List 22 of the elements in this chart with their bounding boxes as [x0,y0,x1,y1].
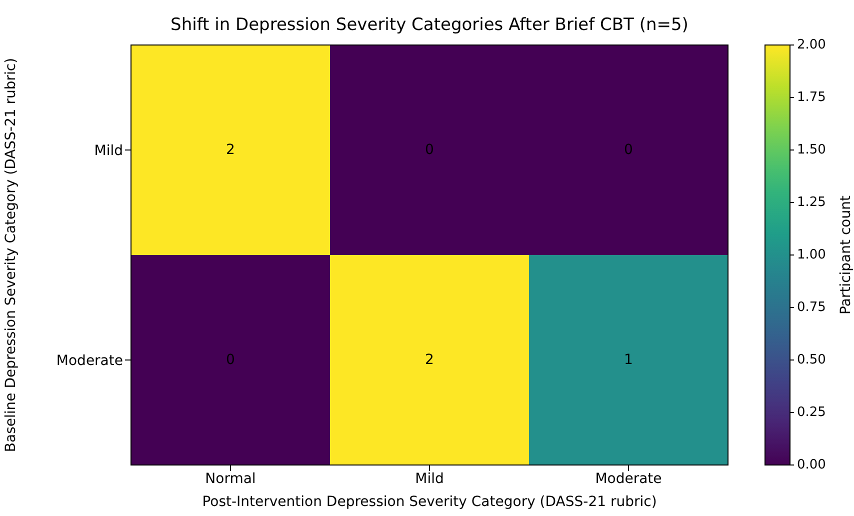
data-label: 2 [425,352,434,368]
color-bar-label: 0.00 [797,458,826,472]
x-tick-label: Moderate [595,470,662,487]
color-bar-label: 0.25 [797,405,826,420]
data-label: 0 [226,352,235,368]
color-bar-label: 2.00 [797,38,826,52]
x-tick-label: Normal [205,470,256,487]
x-axis-title: Post-Intervention Depression Severity Category (DASS-21 rubric) [202,494,657,510]
x-tick-label: Mild [415,470,444,487]
data-label: 1 [624,352,633,368]
data-label: 2 [226,142,235,158]
chart-title: Shift in Depression Severity Categories After Brief CBT (n=5) [170,15,688,35]
color-bar-label: 1.25 [797,195,826,210]
color-bar-label: 1.50 [797,142,826,158]
y-axis-title: Baseline Depression Severity Category (DASS-21 rubric) [2,58,19,452]
color-bar-label: 0.75 [797,300,826,315]
color-bar-label: 1.00 [797,248,826,262]
color-bar-label: 0.50 [797,352,826,368]
data-label: 0 [624,142,633,158]
color-bar-label: 1.75 [797,90,826,105]
data-label: 0 [425,142,434,158]
color-bar-title: Participant count [838,195,854,314]
